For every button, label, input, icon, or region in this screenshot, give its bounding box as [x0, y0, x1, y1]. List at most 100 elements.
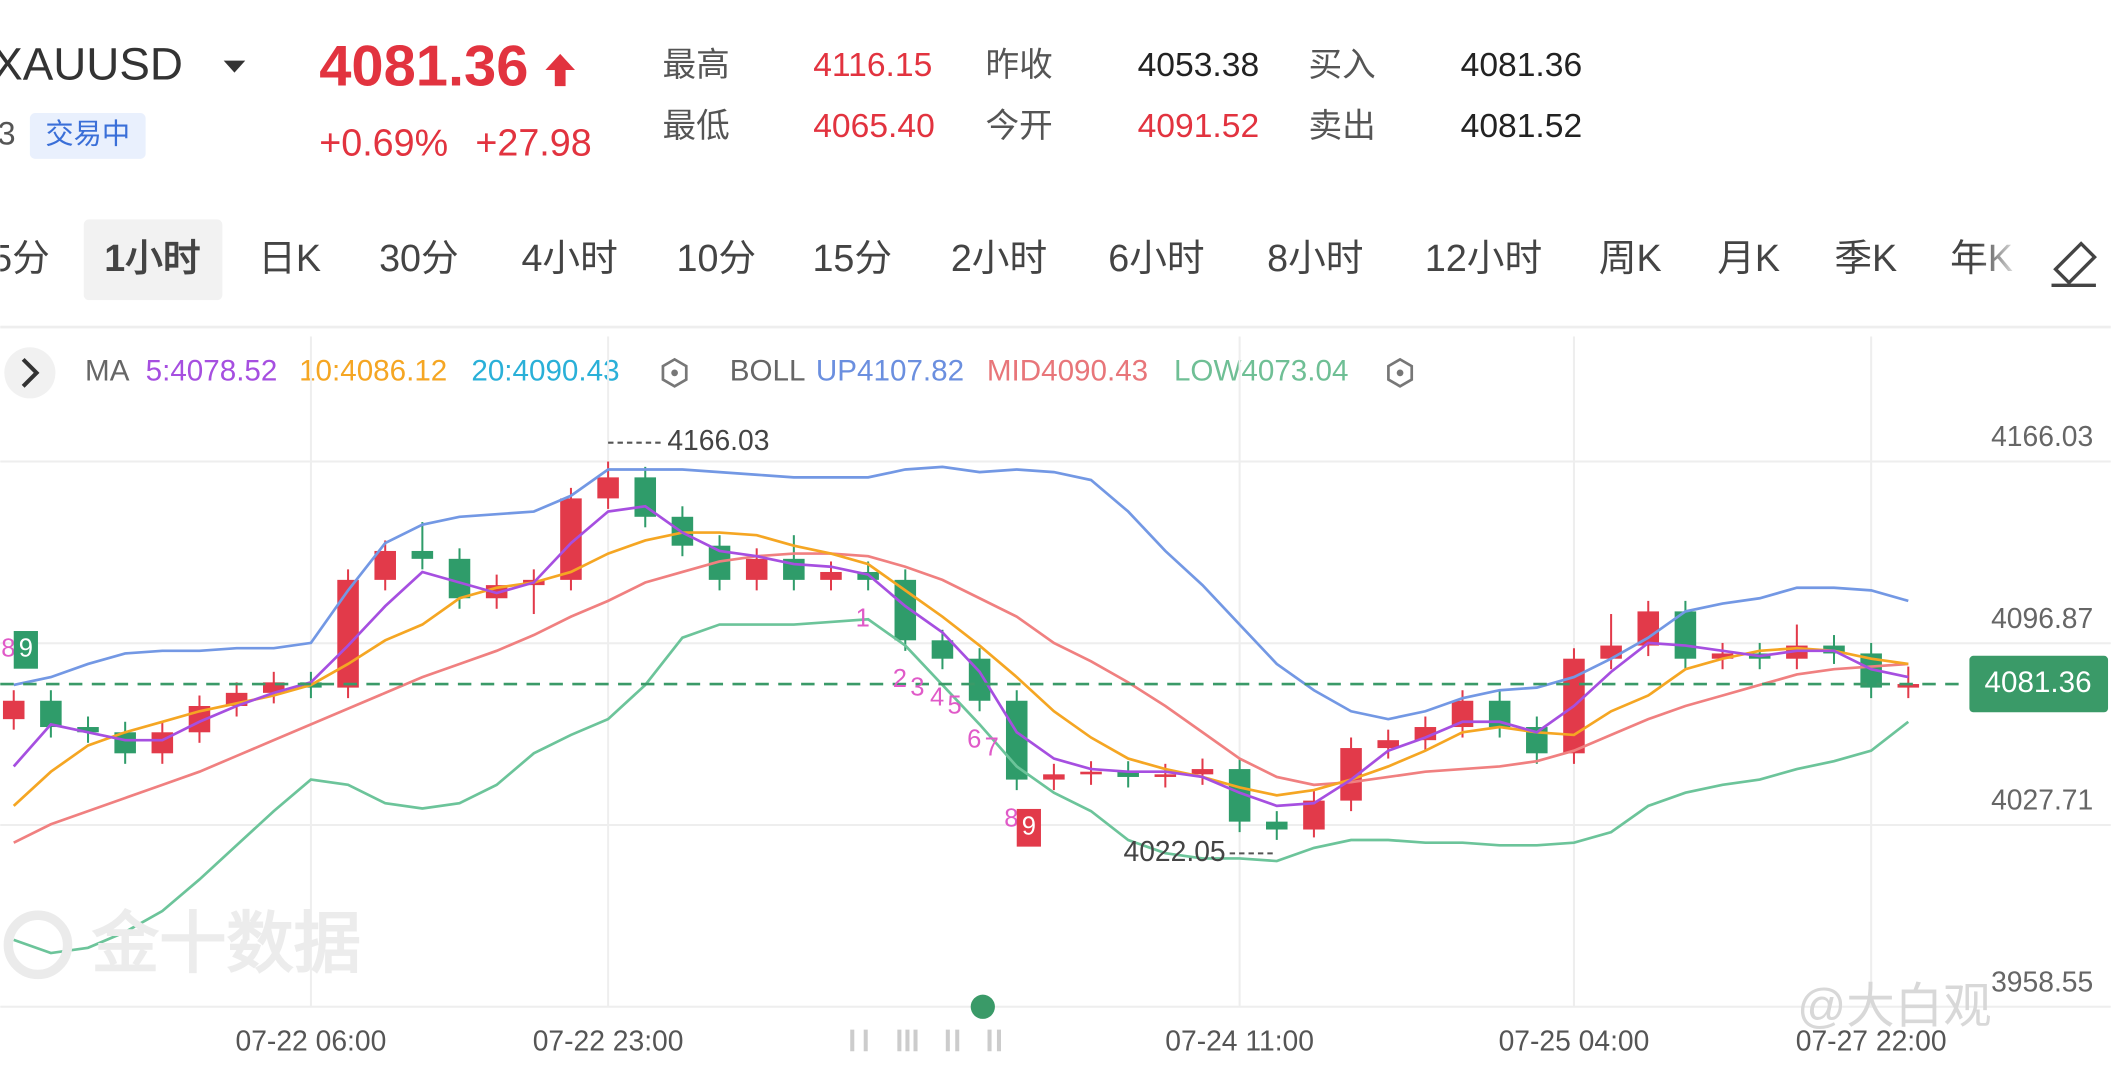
symbol[interactable]: XAUUSD — [0, 38, 183, 89]
candle-body — [77, 727, 99, 733]
td-count: 2 — [893, 665, 907, 693]
td-count: 5 — [947, 692, 961, 720]
settings-dot — [1396, 369, 1404, 377]
x-tick-label: 07-25 04:00 — [1499, 1025, 1650, 1057]
ma-value: 20:4090.43 — [471, 355, 619, 388]
indicator-legend: MA 5:4078.52 10:4086.12 20:4090.43 BOLL UP410… — [85, 355, 1414, 388]
dropdown-caret[interactable] — [223, 60, 246, 73]
td-count: 6 — [967, 726, 981, 754]
td-count: 9 — [1022, 813, 1036, 841]
settings-icon[interactable] — [1387, 357, 1414, 388]
y-tick-label: 3958.55 — [1991, 965, 2093, 997]
boll-value: UP4107.82 — [816, 355, 964, 388]
td-box — [1016, 808, 1041, 847]
indicator-line — [13, 552, 1909, 844]
last-price-label: 4081.36 — [1985, 666, 2092, 699]
tab[interactable]: 10分 — [677, 237, 757, 279]
candle-body — [597, 477, 619, 499]
candle-body — [1191, 769, 1214, 775]
chart: 4166.03 4096.87 4027.71 3958.55 07-22 06:00 0… — [0, 336, 2111, 1057]
y-tick-label: 4166.03 — [1991, 420, 2093, 452]
td-count: 4 — [930, 684, 944, 712]
boll-value: LOW4073.04 — [1174, 355, 1348, 388]
ma-value: 5:4078.52 — [146, 355, 278, 388]
stat-value: 4053.38 — [1138, 47, 1260, 84]
tab[interactable]: 月K — [1717, 237, 1780, 279]
high-label: 4166.03 — [667, 424, 769, 456]
stat-value: 4116.15 — [813, 47, 932, 84]
candle-body — [1674, 611, 1697, 659]
y-tick-label: 4096.87 — [1991, 602, 2093, 634]
settings-dot — [671, 369, 678, 377]
td-count: 3 — [910, 673, 924, 701]
candle-body — [1154, 774, 1177, 777]
candle-body — [1266, 821, 1288, 830]
stat-label: 最高 — [662, 46, 729, 84]
settings-icon[interactable] — [661, 357, 688, 388]
tab[interactable]: 4小时 — [521, 237, 617, 279]
x-tick-label: 07-24 11:00 — [1165, 1025, 1314, 1057]
stat-value: 4081.36 — [1461, 47, 1583, 84]
tab[interactable]: 日K — [258, 237, 321, 279]
stat-label: 买入 — [1309, 47, 1376, 84]
candle-body — [1303, 800, 1325, 830]
tab[interactable]: 15分 — [812, 237, 892, 279]
ma-label: MA — [85, 355, 130, 388]
candle-body — [1711, 653, 1734, 659]
tab[interactable]: 30分 — [379, 237, 459, 279]
candle-body — [40, 700, 62, 728]
tab[interactable]: 2小时 — [951, 237, 1047, 279]
tab[interactable]: 1小时 — [104, 237, 200, 279]
candle-body — [931, 640, 954, 659]
x-tick-label: 07-22 23:00 — [533, 1025, 684, 1057]
expand-button[interactable] — [4, 347, 56, 399]
candle-body — [1340, 748, 1362, 801]
candle-body — [2, 700, 25, 720]
expand-icon — [21, 357, 40, 388]
stat-value: 4081.52 — [1461, 108, 1583, 145]
change: +27.98 — [475, 121, 591, 163]
tab[interactable]: 12小时 — [1425, 237, 1542, 279]
tab[interactable]: 周K — [1599, 237, 1662, 279]
td-count: 1 — [856, 605, 870, 633]
td-count: 9 — [19, 635, 33, 663]
tab[interactable]: 5分 — [0, 237, 50, 279]
active-tab-bg — [83, 219, 223, 301]
tab[interactable]: 8小时 — [1267, 237, 1363, 279]
candle-body — [1117, 771, 1139, 777]
ma-value: 10:4086.12 — [299, 355, 447, 388]
y-tick-label: 4027.71 — [1991, 784, 2093, 816]
price: 4081.36 — [319, 34, 528, 98]
candle-body — [374, 550, 396, 580]
scroll-thumb[interactable] — [970, 994, 995, 1019]
candle-body — [1897, 684, 1920, 688]
candle-body — [114, 732, 136, 754]
boll-label: BOLL — [730, 355, 806, 388]
candle-body — [1600, 645, 1622, 659]
tab[interactable]: 季K — [1834, 237, 1897, 279]
x-tick-label: 07-22 06:00 — [236, 1025, 387, 1057]
candle-body — [1414, 727, 1437, 741]
code-fragment: 3 — [0, 115, 16, 151]
stat-label: 昨收 — [986, 46, 1053, 84]
tab[interactable]: 6小时 — [1108, 237, 1204, 279]
candle-body — [968, 658, 991, 701]
candle-body — [1043, 774, 1065, 780]
candle-body — [560, 498, 582, 580]
candle-body — [1080, 771, 1102, 775]
x-tick-label: 07-27 22:00 — [1796, 1025, 1947, 1057]
indicator-line — [13, 617, 1910, 955]
watermark: 金十数据 — [91, 907, 361, 982]
candle-body — [1637, 611, 1660, 646]
stat-label: 今开 — [986, 107, 1053, 145]
stat-value: 4091.52 — [1138, 108, 1260, 145]
draw-tool-icon[interactable] — [2051, 241, 2097, 288]
stat-value: 4065.40 — [813, 108, 935, 145]
stat-label: 最低 — [662, 108, 729, 145]
scroll-indicator — [850, 1029, 1001, 1052]
candle-body — [411, 550, 434, 559]
td-count: 7 — [985, 734, 999, 762]
